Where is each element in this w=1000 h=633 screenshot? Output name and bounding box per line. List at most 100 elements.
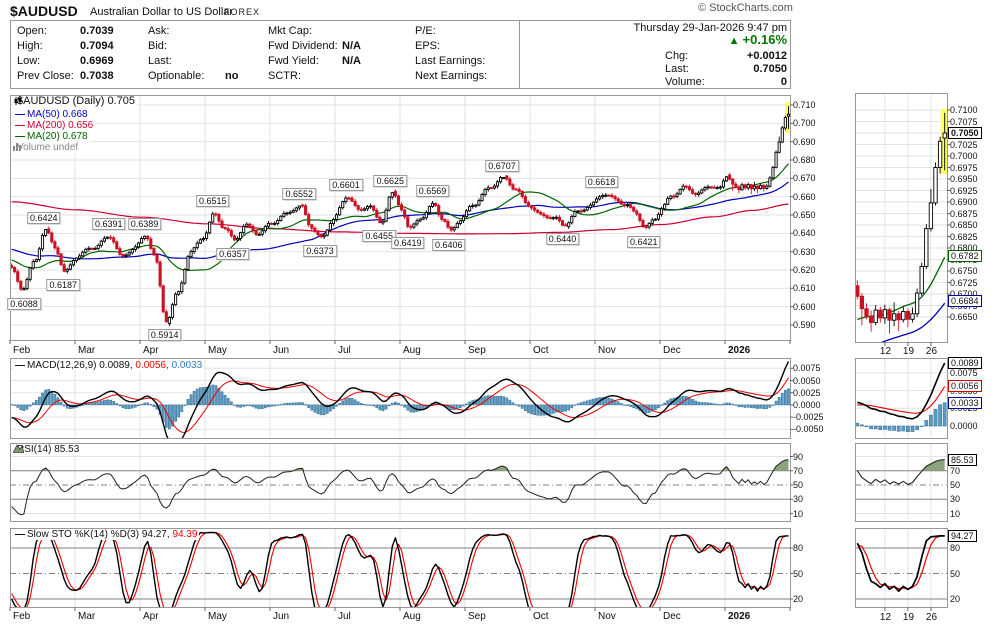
price-axis-label: 0.680	[793, 154, 816, 165]
mini-price-axis-label: 0.6900	[950, 197, 978, 207]
quote-field-label: Bid:	[148, 40, 167, 52]
price-axis-label: 0.690	[793, 136, 816, 147]
month-label: Jun	[273, 345, 290, 356]
quote-field-label: Mkt Cap:	[268, 25, 313, 37]
quote-field-label: Low:	[17, 55, 41, 67]
chg-value: +0.0012	[746, 50, 787, 62]
mini-rsi-axis-label: 30	[950, 494, 961, 505]
month-label: Sep	[468, 345, 486, 356]
price-annotation: 0.6515	[196, 195, 230, 208]
month-label: Dec	[663, 611, 681, 622]
change-percent-value: +0.16%	[742, 32, 787, 47]
price-axis-label: 0.630	[793, 246, 816, 257]
quote-field-value: 0.6969	[80, 55, 114, 67]
mini-rsi-axis-label: 50	[950, 480, 961, 490]
mini-price-axis-label: 0.6925	[950, 185, 978, 196]
macd-axis-label: 0.0050	[793, 375, 821, 386]
ma50-dash-icon: —	[15, 109, 25, 120]
month-label: Oct	[533, 611, 549, 622]
month-label: Jun	[273, 611, 290, 622]
symbol-description: Australian Dollar to US Dollar	[90, 6, 234, 18]
copyright-label: © StockCharts.com	[698, 2, 793, 14]
ma50-legend: — MA(50) 0.668	[13, 109, 90, 120]
mini-sto-axis-label: 50	[950, 568, 961, 579]
macd-axis-label: 0.0000	[793, 399, 821, 410]
price-annotation: 0.6601	[329, 179, 363, 192]
price-annotation: 0.6440	[545, 232, 580, 245]
month-label: Aug	[403, 345, 421, 356]
price-annotation: 0.6552	[282, 188, 317, 201]
symbol-title: $AUDUSD	[10, 3, 78, 19]
price-axis-label: 0.710	[793, 100, 816, 110]
price-annotation: 0.5914	[147, 329, 182, 342]
month-label: Nov	[598, 611, 616, 622]
price-axis-label: 0.610	[793, 283, 816, 294]
rsi-axis-label: 30	[793, 494, 804, 505]
macd-dash-icon: —	[15, 360, 25, 371]
up-arrow-icon: ▲	[728, 35, 740, 47]
quote-field-value: N/A	[342, 55, 361, 67]
quote-field-label: EPS:	[415, 40, 441, 52]
mini-week-label: 12	[879, 346, 892, 357]
last-row: Last: 0.7050	[665, 63, 787, 75]
price-annotation: 0.6618	[584, 176, 619, 189]
volume-label: Volume:	[665, 76, 705, 88]
quote-field-label: Next Earnings:	[415, 70, 488, 82]
price-annotation: 0.6373	[303, 245, 337, 258]
price-axis-label: 0.640	[793, 228, 816, 239]
price-annotation: 0.6088	[7, 297, 41, 310]
month-label: Sep	[468, 611, 486, 622]
price-axis-label: 0.650	[793, 209, 816, 220]
macd-axis-label: 0.0025	[793, 387, 821, 398]
ma200-dash-icon: —	[15, 120, 25, 131]
sto-axis-label: 80	[793, 543, 804, 553]
quote-field-label: Last:	[148, 55, 172, 67]
chg-label: Chg:	[665, 50, 689, 62]
mini-price-axis-label: 0.7025	[950, 139, 978, 150]
mini-price-axis-label: 0.6875	[950, 208, 978, 219]
last-label: Last:	[665, 63, 689, 75]
mini-sto-axis-label: 80	[950, 543, 961, 553]
quote-field-value: 0.7038	[80, 70, 114, 82]
mini-price-axis-label: 0.7100	[950, 105, 978, 115]
mini-price-axis-label: 0.6725	[950, 277, 978, 288]
macd-badge: 0.0089	[948, 356, 982, 369]
macd-badge: 0.0056	[948, 380, 982, 393]
month-label: Jul	[338, 611, 351, 622]
price-axis-label: 0.600	[793, 301, 816, 312]
mini-price-axis-label: 0.6650	[950, 312, 978, 322]
ma20-legend: — MA(20) 0.678	[13, 131, 90, 142]
rsi-axis-label: 70	[793, 465, 804, 476]
mini-price-axis-label: 0.6975	[950, 162, 978, 173]
price-badge: 0.6684	[948, 295, 982, 308]
mini-price-axis-label: 0.6800	[950, 243, 978, 253]
price-annotation: 0.6187	[46, 279, 81, 292]
mini-sto-axis-label: 20	[950, 594, 961, 604]
quote-field-label: Last Earnings:	[415, 55, 486, 67]
month-label: Apr	[143, 611, 159, 622]
mini-week-label: 26	[925, 346, 938, 357]
volume-legend: Volume undef	[13, 142, 81, 153]
quote-field-label: Ask:	[148, 25, 170, 37]
month-label: Nov	[598, 345, 616, 356]
mini-price-axis-label: 0.6850	[950, 220, 978, 230]
month-label: Apr	[143, 345, 159, 356]
mini-rsi-axis-label: 70	[950, 465, 961, 476]
month-label: 2026	[728, 611, 751, 622]
mini-price-axis-label: 0.6825	[950, 231, 978, 242]
sto-axis-label: 50	[793, 568, 804, 579]
mini-price-axis-label: 0.7000	[950, 151, 978, 161]
mini-week-label: 12	[879, 612, 892, 623]
mini-week-label: 19	[902, 346, 915, 357]
quote-field-label: Fwd Dividend:	[268, 40, 338, 52]
volume-value: 0	[780, 76, 787, 88]
quote-field-label: Prev Close:	[17, 70, 74, 82]
quote-field-value: 0.7094	[80, 40, 114, 52]
price-axis-label: 0.670	[793, 173, 816, 184]
quote-field-value: no	[225, 70, 239, 82]
price-annotation: 0.6625	[373, 175, 408, 188]
price-annotation: 0.6569	[415, 185, 450, 198]
month-label: Mar	[78, 345, 96, 356]
price-axis-label: 0.660	[793, 191, 816, 202]
quote-datetime: Thursday 29-Jan-2026 9:47 pm	[633, 22, 787, 34]
